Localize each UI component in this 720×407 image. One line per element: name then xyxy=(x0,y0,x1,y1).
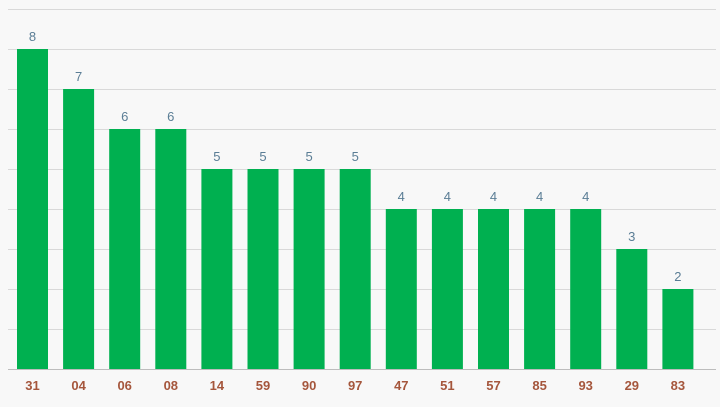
bars xyxy=(17,49,694,369)
x-axis-tick-labels: 31 04 06 08 14 59 90 97 47 51 57 85 93 29 83 xyxy=(25,378,685,393)
bar-value-label: 4 xyxy=(398,189,405,204)
x-tick-label: 14 xyxy=(210,378,225,393)
x-tick-label: 31 xyxy=(25,378,39,393)
x-tick-label: 51 xyxy=(440,378,454,393)
bar-85 xyxy=(524,209,556,369)
bar-93 xyxy=(570,209,602,369)
bar-value-label: 5 xyxy=(213,149,220,164)
bar-value-label: 4 xyxy=(444,189,451,204)
bar-57 xyxy=(478,209,509,369)
bar-value-label: 5 xyxy=(352,149,359,164)
bar-value-label: 4 xyxy=(582,189,589,204)
bar-value-label: 5 xyxy=(259,149,266,164)
bar-14 xyxy=(201,169,233,369)
x-tick-label: 93 xyxy=(578,378,592,393)
x-tick-label: 29 xyxy=(625,378,639,393)
x-tick-label: 47 xyxy=(394,378,408,393)
bar-value-label: 4 xyxy=(490,189,497,204)
bar-97 xyxy=(339,169,371,369)
bar-04 xyxy=(63,89,95,369)
bar-90 xyxy=(293,169,325,369)
bar-value-label: 2 xyxy=(674,269,681,284)
value-labels: 8 7 6 6 5 5 5 5 4 4 4 4 4 3 2 xyxy=(29,29,682,284)
bar-51 xyxy=(431,209,463,369)
bar-value-label: 5 xyxy=(305,149,312,164)
bar-value-label: 4 xyxy=(536,189,543,204)
bar-31 xyxy=(17,49,48,369)
x-tick-label: 59 xyxy=(256,378,270,393)
x-tick-label: 83 xyxy=(671,378,685,393)
x-tick-label: 85 xyxy=(532,378,546,393)
x-tick-label: 06 xyxy=(117,378,131,393)
bar-59 xyxy=(247,169,279,369)
bar-47 xyxy=(385,209,417,369)
x-tick-label: 57 xyxy=(486,378,500,393)
bar-value-label: 6 xyxy=(167,109,174,124)
x-tick-label: 04 xyxy=(71,378,86,393)
x-tick-label: 90 xyxy=(302,378,316,393)
bar-06 xyxy=(109,129,141,369)
x-tick-label: 08 xyxy=(164,378,178,393)
bar-value-label: 6 xyxy=(121,109,128,124)
bar-83 xyxy=(662,289,694,369)
bar-29 xyxy=(616,249,648,369)
bar-value-label: 3 xyxy=(628,229,635,244)
bar-value-label: 8 xyxy=(29,29,36,44)
bar-value-label: 7 xyxy=(75,69,82,84)
bar-08 xyxy=(155,129,187,369)
x-tick-label: 97 xyxy=(348,378,362,393)
